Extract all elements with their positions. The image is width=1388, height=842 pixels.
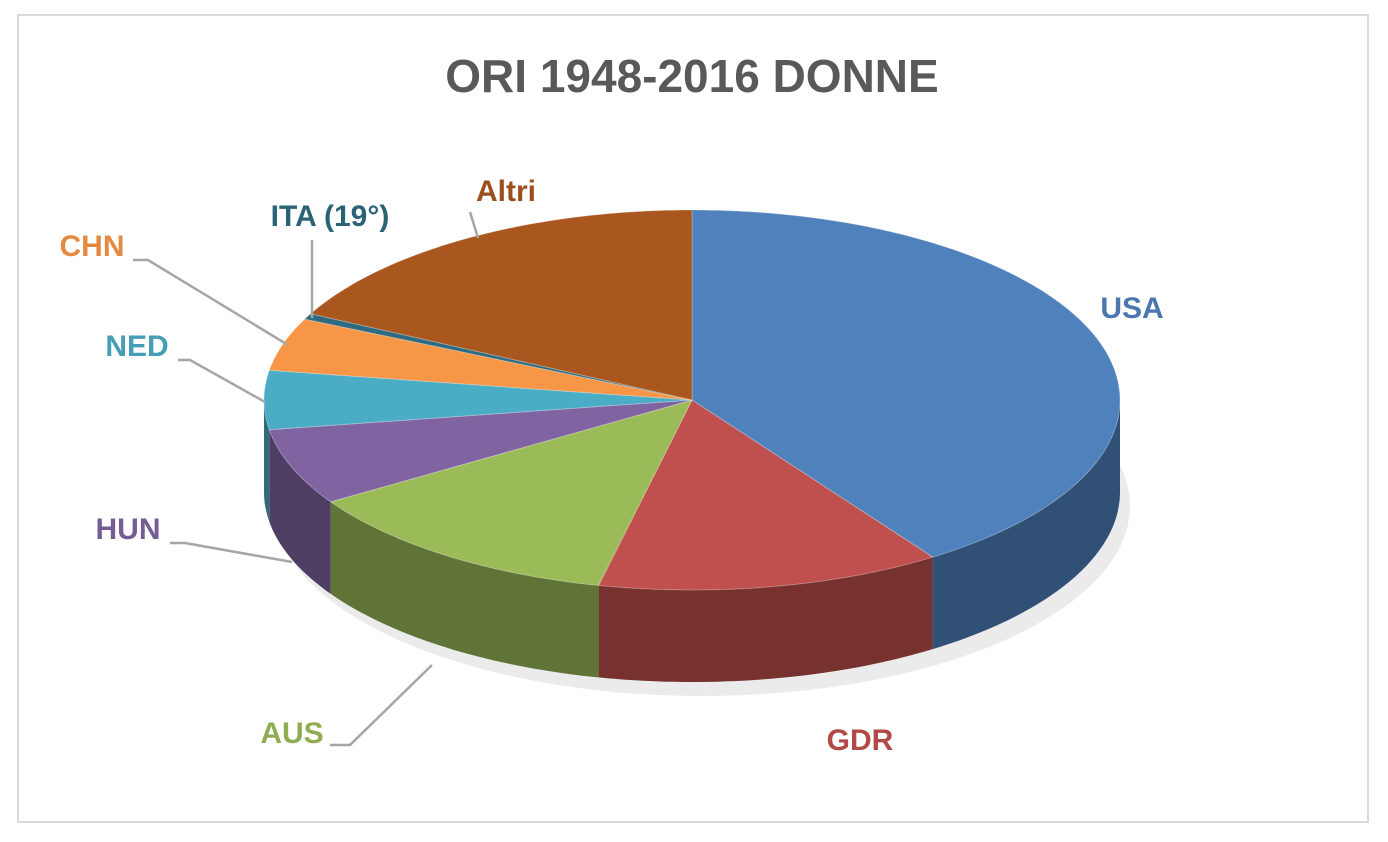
pie-slice bbox=[268, 318, 693, 401]
pie-slice bbox=[597, 399, 934, 682]
data-label: GDR bbox=[827, 724, 894, 757]
slice-side bbox=[269, 429, 331, 594]
leader-line bbox=[330, 664, 433, 747]
leader-line bbox=[170, 541, 293, 564]
data-label: NED bbox=[105, 330, 168, 363]
data-label: HUN bbox=[96, 513, 161, 546]
slice-top bbox=[329, 399, 693, 586]
slice-side bbox=[330, 501, 599, 678]
data-label: ITA (19°) bbox=[271, 200, 390, 233]
slice-top bbox=[268, 399, 693, 503]
slice-top bbox=[263, 369, 693, 431]
leader-line bbox=[468, 211, 480, 239]
pie-slice bbox=[268, 399, 693, 594]
data-label: CHN bbox=[60, 230, 125, 263]
data-label: AUS bbox=[260, 717, 323, 750]
slice-side bbox=[264, 400, 270, 522]
slice-top bbox=[691, 209, 1121, 558]
data-label: USA bbox=[1100, 292, 1163, 325]
leader-line bbox=[178, 358, 266, 404]
leader-lines bbox=[133, 211, 480, 747]
data-label: Altri bbox=[476, 175, 536, 208]
pie-slice bbox=[329, 399, 693, 678]
leader-line bbox=[133, 258, 289, 347]
slice-side bbox=[598, 557, 933, 682]
pie-slice bbox=[309, 209, 693, 401]
slice-top bbox=[309, 209, 693, 401]
slice-top bbox=[597, 399, 934, 591]
chart-title: ORI 1948-2016 DONNE bbox=[445, 50, 938, 102]
slice-side bbox=[932, 400, 1120, 650]
pie-slice bbox=[263, 369, 693, 522]
slice-top bbox=[268, 318, 693, 401]
pie-slice bbox=[691, 209, 1121, 650]
